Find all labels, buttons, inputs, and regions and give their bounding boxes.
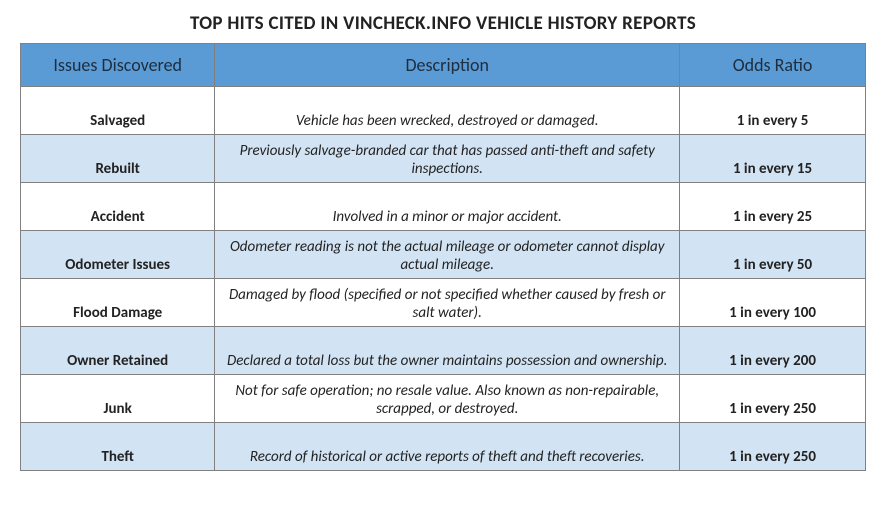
cell-desc: Involved in a minor or major accident. xyxy=(215,183,680,231)
header-desc: Description xyxy=(215,44,680,87)
table-row: Rebuilt Previously salvage-branded car t… xyxy=(21,135,866,183)
hits-table: Issues Discovered Description Odds Ratio… xyxy=(20,43,866,471)
cell-desc: Previously salvage-branded car that has … xyxy=(215,135,680,183)
cell-odds: 1 in every 250 xyxy=(680,423,866,471)
cell-issue: Odometer Issues xyxy=(21,231,215,279)
table-row: Junk Not for safe operation; no resale v… xyxy=(21,375,866,423)
cell-desc: Record of historical or active reports o… xyxy=(215,423,680,471)
cell-desc: Vehicle has been wrecked, destroyed or d… xyxy=(215,87,680,135)
table-header-row: Issues Discovered Description Odds Ratio xyxy=(21,44,866,87)
cell-odds: 1 in every 100 xyxy=(680,279,866,327)
cell-odds: 1 in every 250 xyxy=(680,375,866,423)
cell-desc: Damaged by flood (specified or not speci… xyxy=(215,279,680,327)
cell-issue: Flood Damage xyxy=(21,279,215,327)
table-row: Flood Damage Damaged by flood (specified… xyxy=(21,279,866,327)
cell-odds: 1 in every 5 xyxy=(680,87,866,135)
header-issue: Issues Discovered xyxy=(21,44,215,87)
cell-desc: Declared a total loss but the owner main… xyxy=(215,327,680,375)
cell-issue: Accident xyxy=(21,183,215,231)
cell-odds: 1 in every 200 xyxy=(680,327,866,375)
cell-issue: Theft xyxy=(21,423,215,471)
cell-odds: 1 in every 50 xyxy=(680,231,866,279)
cell-desc: Not for safe operation; no resale value.… xyxy=(215,375,680,423)
cell-desc: Odometer reading is not the actual milea… xyxy=(215,231,680,279)
cell-issue: Salvaged xyxy=(21,87,215,135)
cell-issue: Owner Retained xyxy=(21,327,215,375)
table-row: Accident Involved in a minor or major ac… xyxy=(21,183,866,231)
cell-odds: 1 in every 25 xyxy=(680,183,866,231)
table-row: Odometer Issues Odometer reading is not … xyxy=(21,231,866,279)
page-title: TOP HITS CITED IN VINCHECK.INFO VEHICLE … xyxy=(20,12,866,35)
header-odds: Odds Ratio xyxy=(680,44,866,87)
table-row: Theft Record of historical or active rep… xyxy=(21,423,866,471)
cell-issue: Rebuilt xyxy=(21,135,215,183)
table-row: Owner Retained Declared a total loss but… xyxy=(21,327,866,375)
cell-issue: Junk xyxy=(21,375,215,423)
table-row: Salvaged Vehicle has been wrecked, destr… xyxy=(21,87,866,135)
cell-odds: 1 in every 15 xyxy=(680,135,866,183)
